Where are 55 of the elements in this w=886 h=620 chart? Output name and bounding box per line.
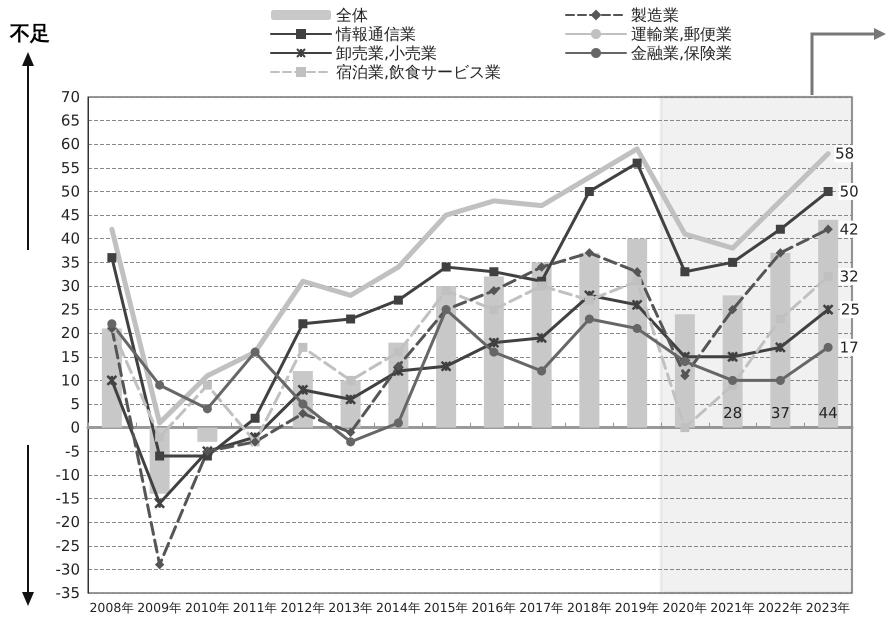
data-label: 58 [835,144,854,163]
y-tick-label: 5 [70,395,80,414]
x-tick-label: 2009年 [137,600,182,615]
legend-label: 金融業,保険業 [631,44,732,62]
x-tick-label: 2017年 [519,600,564,615]
y-tick-label: -35 [56,584,80,602]
x-tick-label: 2021年 [710,600,756,615]
y-tick-label: -10 [56,466,80,484]
y-tick-label: -15 [56,490,80,508]
y-tick-label: 20 [60,324,80,342]
x-tick-label: 2008年 [89,600,134,615]
y-tick-label: 60 [60,135,80,154]
y-tick-label: 50 [60,182,80,200]
x-tick-label: 2023年 [806,600,851,615]
x-tick-label: 2014年 [376,600,421,615]
y-tick-label: -20 [56,513,80,532]
y-tick-label: 35 [60,253,80,272]
x-tick-label: 2013年 [328,600,374,615]
y-tick-label: 10 [60,371,80,390]
y-tick-label: 70 [60,88,80,106]
y-tick-label: 15 [60,348,80,366]
x-tick-label: 2022年 [758,600,803,615]
y-tick-label: 65 [60,112,80,130]
y-tick-label: -5 [65,442,80,460]
x-tick-label: 2011年 [232,600,278,615]
y-tick-label: 55 [60,158,80,177]
x-tick-label: 2015年 [424,600,469,615]
y-tick-label: 25 [60,300,80,319]
y-tick-label: 0 [70,418,80,437]
data-label: 25 [840,300,860,319]
y-tick-label: 45 [60,206,80,224]
data-label: 28 [723,404,742,422]
legend-label: 運輸業,郵便業 [631,24,732,44]
legend-label: 卸売業,小売業 [336,44,438,62]
y-tick-label: -25 [56,536,80,555]
data-label: 50 [840,182,859,200]
x-tick-label: 2016年 [471,600,516,615]
legend-label: 情報通信業 [335,24,416,44]
data-label: 42 [840,220,859,238]
data-label: 44 [818,404,838,422]
text: 不足 [10,20,50,47]
x-tick-label: 2012年 [280,600,326,615]
data-label: 37 [770,404,790,422]
data-label: 32 [840,268,859,286]
legend-label: 製造業 [631,6,679,24]
y-tick-label: 30 [60,276,80,295]
x-tick-label: 2018年 [566,600,612,615]
x-tick-label: 2020年 [662,600,708,615]
legend-label: 全体 [336,6,368,24]
data-label: 17 [840,338,859,356]
x-tick-label: 2010年 [184,600,230,615]
y-tick-label: 40 [60,230,80,248]
y-tick-label: -30 [56,560,80,578]
x-tick-label: 2019年 [614,600,660,615]
legend-label: 宿泊業,飲食サービス業 [336,62,502,82]
